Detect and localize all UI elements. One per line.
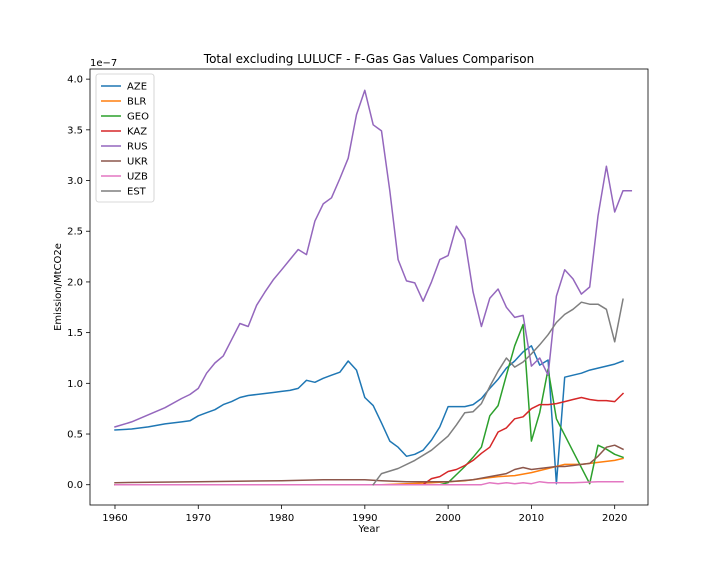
x-axis: 1960 1970 1980 1990 2000 2010 2020	[102, 505, 627, 524]
y-tick-label: 0.5	[67, 430, 83, 441]
x-tick-label: 1990	[352, 513, 377, 524]
y-tick-label: 3.5	[67, 125, 83, 136]
legend-label-geo: GEO	[127, 112, 149, 123]
x-axis-label: Year	[357, 524, 380, 535]
legend: AZE BLR GEO KAZ RUS UKR UZB EST	[95, 73, 155, 203]
y-tick-label: 2.5	[67, 227, 83, 238]
x-tick-label: 2010	[519, 513, 544, 524]
legend-label-uzb: UZB	[127, 172, 148, 183]
y-tick-label: 1.0	[67, 379, 83, 390]
x-tick-label: 1980	[269, 513, 294, 524]
series-line-ukr	[114, 444, 625, 484]
y-axis-label: Emission/MtCO2e	[53, 243, 64, 331]
series-line-aze	[114, 345, 624, 485]
x-tick-label: 1960	[102, 513, 127, 524]
y-tick-label: 1.5	[67, 328, 83, 339]
series-layer	[114, 89, 633, 486]
series-line-rus	[114, 89, 633, 428]
y-axis: 0.0 0.5 1.0 1.5 2.0 2.5 3.0 3.5 4.0	[67, 75, 90, 491]
legend-label-ukr: UKR	[127, 157, 148, 168]
series-line-kaz	[114, 392, 625, 486]
legend-box	[95, 73, 155, 203]
y-tick-label: 0.0	[67, 480, 83, 491]
series-line-est	[372, 298, 624, 486]
legend-label-blr: BLR	[127, 97, 146, 108]
legend-label-est: EST	[127, 187, 147, 198]
y-tick-label: 2.0	[67, 277, 83, 288]
y-tick-label: 3.0	[67, 176, 83, 187]
y-offset-text: 1e−7	[90, 58, 117, 69]
plot-frame	[89, 68, 649, 506]
legend-label-kaz: KAZ	[127, 127, 147, 138]
series-line-uzb	[114, 480, 624, 486]
x-tick-label: 2000	[435, 513, 460, 524]
x-tick-label: 2020	[602, 513, 627, 524]
chart-title: Total excluding LULUCF - F-Gas Gas Value…	[203, 52, 534, 66]
series-line-geo	[114, 323, 624, 486]
legend-label-rus: RUS	[127, 142, 148, 153]
legend-label-aze: AZE	[127, 82, 147, 93]
x-tick-label: 1970	[186, 513, 211, 524]
y-tick-label: 4.0	[67, 75, 83, 86]
